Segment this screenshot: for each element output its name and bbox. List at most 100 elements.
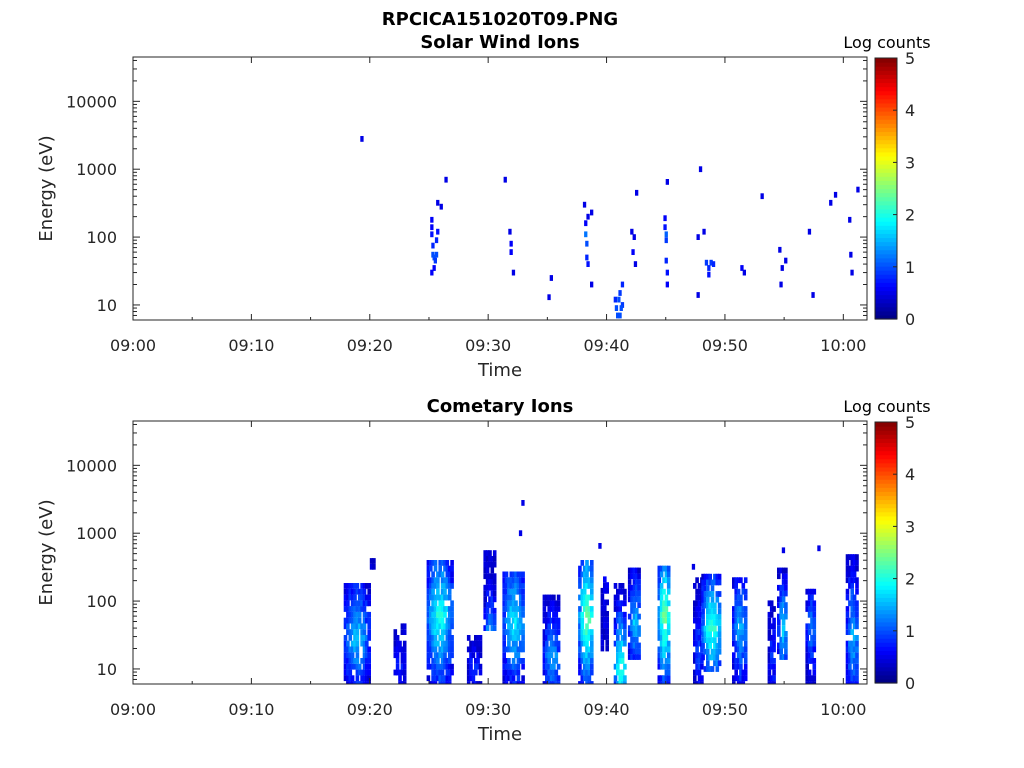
data-cell [627,579,632,585]
data-cell [632,584,637,591]
data-cell [732,652,736,659]
data-cell [659,571,664,578]
colorbar-tick-label: 1 [905,258,915,277]
data-cell [450,606,454,612]
data-cell [850,571,854,578]
data-cell [450,577,454,584]
x-tick-label: 09:30 [465,700,511,719]
data-cell [585,594,589,601]
data-cell [585,675,589,682]
data-cell [471,681,476,684]
data-cell [845,577,850,584]
colorbar-step [875,102,897,108]
data-cell [587,594,592,601]
data-cell [578,652,582,659]
data-cell [630,602,634,608]
data-cell [620,640,625,647]
data-cell [429,652,433,659]
data-cell [433,565,438,572]
data-cell [514,669,518,676]
data-cell [542,635,547,641]
data-cell [360,583,364,589]
data-cell [850,583,854,589]
data-cell [657,565,662,572]
data-cell [777,631,781,637]
data-cell [362,606,367,612]
data-cell [343,652,348,659]
data-cell [507,617,511,624]
data-cell [447,652,452,659]
data-cell [360,658,364,664]
data-cell [400,652,405,659]
data-cell [664,600,669,607]
x-tick-label: 09:30 [465,336,511,355]
data-cell [700,681,704,684]
data-cell [781,619,786,626]
data-cell [635,584,639,591]
data-cell [580,611,585,618]
data-cell [855,640,859,647]
colorbar-step [875,576,897,582]
data-cell [635,590,639,597]
data-cell [429,623,433,630]
data-cell [518,594,523,601]
data-cell [706,643,710,649]
data-cell [469,675,473,682]
data-cell [767,669,772,676]
data-cell [578,635,582,641]
data-cell [619,305,623,311]
data-cell [805,623,809,630]
data-cell [367,652,371,659]
data-cell [580,588,585,595]
data-cell [343,583,348,589]
data-cell [362,675,367,682]
data-cell [433,583,438,589]
data-cell [698,166,703,173]
data-cell [736,629,741,635]
data-cell [485,567,490,574]
data-cell [603,582,607,588]
data-cell [426,663,431,670]
data-cell [807,675,812,682]
data-cell [429,565,433,572]
data-cell [433,635,438,641]
data-cell [587,583,592,589]
data-cell [367,669,371,676]
colorbar-tick-label: 4 [905,465,915,484]
data-cell [343,669,348,676]
data-cell [709,259,713,266]
colorbar-step [875,127,897,133]
data-cell [545,594,549,601]
data-cell [623,640,627,647]
data-cell [362,658,367,664]
data-cell [429,560,433,566]
data-cell [450,571,454,578]
data-cell [659,565,664,572]
panel-title: Solar Wind Ions [420,32,579,53]
colorbar-step [875,528,897,533]
data-cell [485,561,490,568]
data-cell [355,658,360,664]
data-cell [695,652,699,659]
data-cell [447,658,452,664]
data-cell [436,629,440,635]
colorbar-step [875,581,897,586]
data-cell [440,588,445,595]
data-cell [504,681,509,684]
data-cell [433,675,438,682]
data-cell [587,669,592,676]
data-cell [627,613,632,620]
data-cell [476,663,480,670]
colorbar-step [875,609,897,615]
data-cell [431,594,435,601]
data-cell [805,606,809,612]
data-cell [632,625,637,632]
data-cell [343,635,348,641]
data-cell [637,590,641,597]
data-cell [605,587,609,594]
data-cell [357,663,362,670]
data-cell [627,596,632,603]
data-cell [637,631,641,637]
data-cell [474,681,478,684]
data-cell [784,631,788,637]
